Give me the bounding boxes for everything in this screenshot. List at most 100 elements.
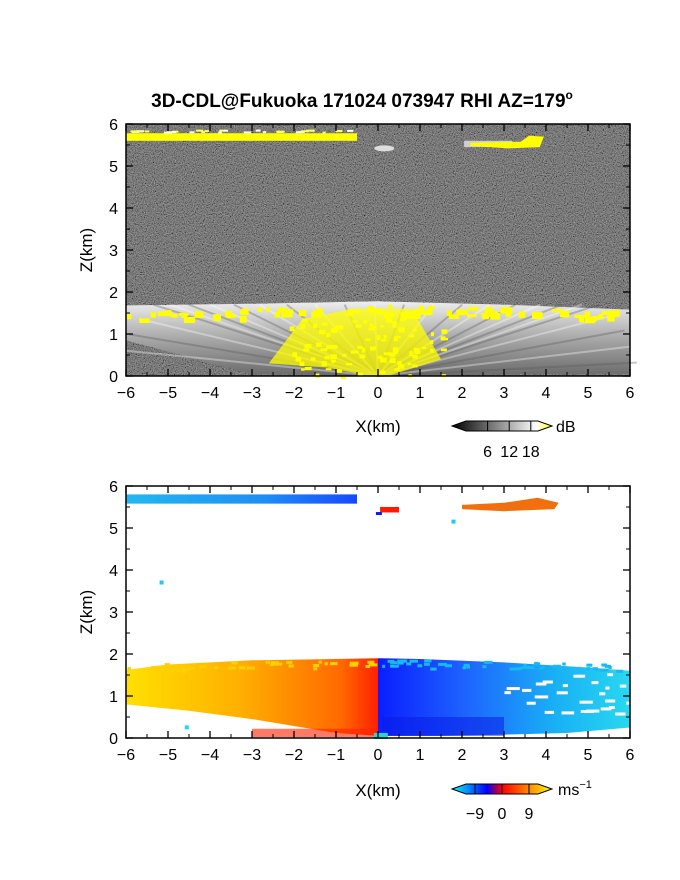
x-tick-label: 0 — [374, 747, 383, 764]
boundary-layer-edge-pixel — [329, 662, 338, 666]
boundary-layer-top-echo — [139, 318, 150, 323]
strong-echo-pixel — [310, 357, 316, 361]
boundary-layer-top-echo — [274, 312, 281, 318]
x-tick-label: 6 — [626, 747, 635, 764]
strong-echo-pixel — [440, 348, 447, 352]
boundary-layer-edge-pixel — [592, 667, 598, 671]
boundary-layer-top-echo — [378, 310, 384, 315]
boundary-layer-top-echo — [150, 312, 157, 318]
cloud-top-edge-pixel — [189, 131, 195, 134]
x-tick-label: 1 — [416, 385, 425, 402]
boundary-layer-top-echo — [178, 312, 189, 316]
strong-echo-pixel — [326, 344, 332, 349]
strong-echo-pixel — [389, 360, 394, 363]
boundary-layer-top-echo — [598, 313, 603, 320]
strong-echo-pixel — [352, 350, 359, 354]
velocity-gap-pixel — [605, 686, 610, 690]
x-tick-label: −2 — [285, 385, 303, 402]
boundary-layer-edge-pixel — [520, 666, 525, 670]
boundary-layer-top-echo — [448, 314, 460, 319]
boundary-layer-edge-pixel — [164, 663, 170, 667]
boundary-layer-top-echo — [574, 314, 586, 318]
strong-echo-pixel — [377, 355, 383, 359]
cloud-top-edge-pixel — [276, 130, 281, 133]
velocity-gap-pixel — [522, 688, 532, 692]
stray-echo-pixel — [159, 580, 164, 585]
colorbar-tick-label: 18 — [522, 444, 540, 461]
x-tick-label: 0 — [374, 385, 383, 402]
boundary-layer-edge-pixel — [286, 660, 293, 664]
strong-echo-pixel — [400, 317, 407, 322]
velocity-gap-pixel — [607, 673, 614, 677]
boundary-layer-top-echo — [586, 316, 597, 322]
boundary-layer-edge-pixel — [365, 664, 370, 668]
strong-echo-pixel — [312, 323, 318, 329]
x-tick-label: −5 — [159, 385, 177, 402]
x-tick-label: −5 — [159, 747, 177, 764]
strong-echo-pixel — [368, 327, 375, 331]
boundary-layer-edge-pixel — [270, 661, 279, 665]
strong-echo-pixel — [355, 324, 362, 328]
boundary-layer-edge-pixel — [167, 666, 172, 670]
x-tick-label: 4 — [542, 747, 551, 764]
x-tick-label: 3 — [500, 747, 509, 764]
boundary-layer-top-echo — [183, 317, 195, 323]
x-tick-label: −4 — [201, 747, 219, 764]
x-tick-label: 5 — [584, 747, 593, 764]
strong-echo-pixel — [413, 347, 419, 353]
boundary-layer-top-echo — [213, 314, 221, 322]
boundary-layer-edge-pixel — [430, 667, 437, 671]
boundary-layer-edge-pixel — [541, 665, 545, 669]
boundary-layer-top-echo — [170, 313, 178, 318]
boundary-layer-top-echo — [578, 315, 585, 323]
boundary-layer-top-echo — [127, 314, 132, 320]
strong-echo-pixel — [407, 362, 412, 365]
y-axis-label: Z(km) — [77, 590, 96, 634]
boundary-layer-top-echo — [387, 305, 393, 309]
boundary-layer-top-echo — [383, 312, 392, 319]
velocity-gap-pixel — [573, 674, 586, 678]
x-tick-label: −1 — [327, 385, 345, 402]
boundary-layer-edge-pixel — [552, 664, 561, 668]
cloud-top-east-strong-echo — [470, 135, 544, 149]
boundary-layer-top-echo — [194, 311, 204, 318]
boundary-layer-top-echo — [532, 312, 543, 320]
boundary-layer-top-echo — [560, 310, 570, 318]
colorbar-unit: dB — [556, 419, 576, 436]
boundary-layer-edge-pixel — [246, 666, 255, 670]
cloud-top-edge-pixel — [322, 131, 326, 134]
boundary-layer-edge-pixel — [586, 663, 593, 667]
boundary-layer-top-echo — [446, 310, 453, 316]
boundary-layer-edge-pixel — [517, 667, 522, 671]
boundary-layer-edge-pixel — [463, 663, 470, 667]
strong-echo-pixel — [335, 325, 339, 330]
boundary-layer-edge-pixel — [406, 662, 412, 666]
boundary-layer-edge-pixel — [265, 660, 270, 664]
strong-echo-pixel — [365, 338, 371, 341]
boundary-layer-edge-pixel — [530, 666, 535, 670]
strong-echo-pixel — [304, 366, 312, 371]
boundary-layer-top-echo — [281, 311, 293, 318]
cloud-top-edge-pixel — [306, 129, 315, 132]
cloud-top-edge-pixel — [262, 131, 267, 134]
strong-echo-pixel — [386, 318, 393, 323]
boundary-layer-edge-pixel — [324, 662, 328, 666]
y-tick-label: 6 — [109, 117, 118, 134]
boundary-layer-top-echo — [518, 311, 526, 318]
strong-echo-pixel — [340, 375, 347, 379]
boundary-layer-edge-pixel — [199, 665, 207, 669]
strong-echo-pixel — [324, 355, 330, 360]
strong-echo-pixel — [330, 354, 337, 359]
boundary-layer-edge-pixel — [466, 665, 471, 669]
boundary-layer-edge-pixel — [509, 667, 519, 671]
boundary-layer-top-echo — [241, 308, 249, 315]
velocity-colorbar: −9 0 9 ms−1 — [450, 779, 592, 823]
velocity-gap-pixel — [535, 682, 547, 686]
colorbar-unit: ms−1 — [558, 779, 592, 799]
boundary-layer-top-echo — [400, 312, 413, 319]
y-tick-label: 5 — [109, 159, 118, 176]
boundary-layer-edge-pixel — [616, 669, 624, 673]
boundary-layer-edge-pixel — [601, 663, 608, 667]
strong-echo-pixel — [412, 355, 419, 359]
x-tick-label: −1 — [327, 747, 345, 764]
